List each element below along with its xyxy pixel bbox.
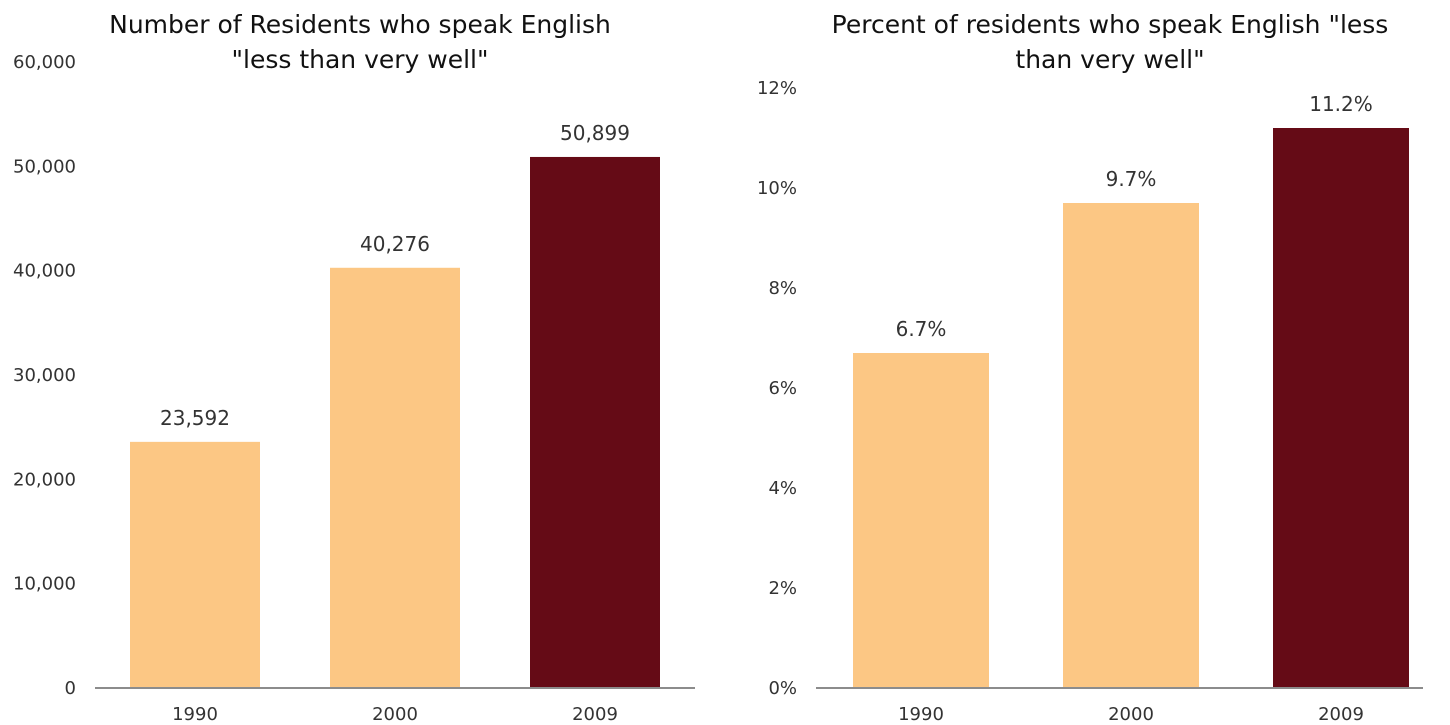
y-tick-label: 0 (65, 678, 76, 699)
chart-title-line: Percent of residents who speak English "… (832, 10, 1389, 39)
bar (853, 353, 989, 688)
bar (1063, 203, 1199, 688)
data-label: 6.7% (896, 317, 947, 341)
data-label: 23,592 (160, 406, 230, 430)
chart-residents-percent: Percent of residents who speak English "… (757, 10, 1423, 725)
y-tick-label: 6% (768, 378, 797, 399)
y-tick-label: 50,000 (13, 156, 76, 177)
x-tick-label: 1990 (172, 704, 218, 725)
y-tick-label: 30,000 (13, 365, 76, 386)
y-tick-label: 8% (768, 278, 797, 299)
data-label: 11.2% (1309, 92, 1373, 116)
chart-residents-count: Number of Residents who speak English "le… (13, 10, 695, 725)
bar (1273, 128, 1409, 688)
data-label: 9.7% (1106, 167, 1157, 191)
y-tick-label: 20,000 (13, 469, 76, 490)
data-label: 40,276 (360, 232, 430, 256)
chart-title-line: "less than very well" (232, 45, 489, 74)
y-tick-label: 40,000 (13, 261, 76, 282)
x-tick-label: 1990 (898, 704, 944, 725)
bar (130, 441, 260, 688)
y-tick-label: 4% (768, 478, 797, 499)
y-tick-label: 60,000 (13, 52, 76, 73)
y-tick-label: 2% (768, 578, 797, 599)
x-tick-label: 2000 (1108, 704, 1154, 725)
bar (530, 156, 660, 689)
y-tick-label: 10,000 (13, 574, 76, 595)
x-tick-label: 2009 (572, 704, 618, 725)
bar (330, 267, 460, 688)
x-tick-label: 2009 (1318, 704, 1364, 725)
chart-title-line: than very well" (1015, 45, 1204, 74)
y-tick-label: 10% (757, 178, 797, 199)
x-tick-label: 2000 (372, 704, 418, 725)
y-tick-label: 12% (757, 78, 797, 99)
data-label: 50,899 (560, 121, 630, 145)
y-tick-label: 0% (768, 678, 797, 699)
chart-title-line: Number of Residents who speak English (109, 10, 611, 39)
